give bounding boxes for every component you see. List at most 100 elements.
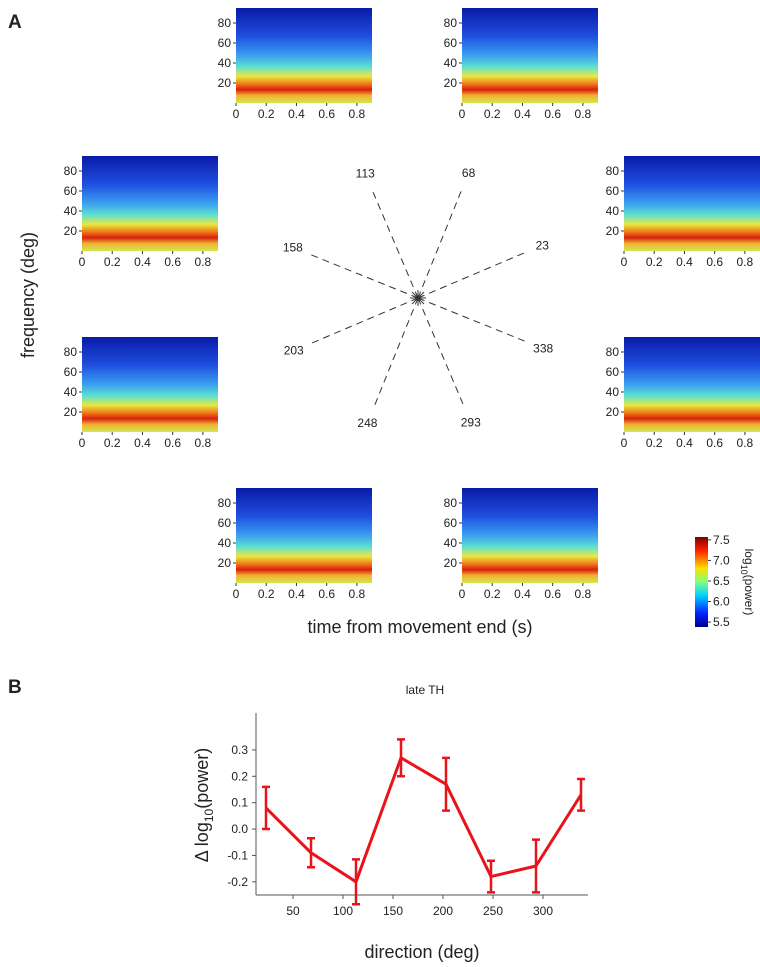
y-tick-label: 20	[218, 76, 232, 90]
x-tick-label: 0.4	[288, 587, 305, 601]
x-tick-label: 0.4	[288, 107, 305, 121]
y-label-part: (power)	[192, 748, 212, 809]
x-tick-label: 0.8	[737, 436, 754, 450]
y-tick-label: 80	[606, 345, 620, 359]
y-tick-label: 60	[444, 36, 458, 50]
colorbar-label-sub: 10	[739, 565, 749, 575]
x-tick-label: 0	[621, 436, 628, 450]
direction-label: 203	[284, 344, 304, 358]
y-tick-label: 80	[64, 345, 78, 359]
x-tick-label: 0.6	[164, 436, 181, 450]
y-tick-label: 20	[64, 405, 78, 419]
y-tick-label: 60	[64, 365, 78, 379]
colorbar-tick-label: 6.5	[713, 574, 730, 588]
x-tick-label: 0.6	[318, 587, 335, 601]
direction-ray	[417, 297, 530, 344]
spectrogram	[236, 488, 372, 583]
x-tick-label: 0.2	[258, 107, 275, 121]
spectrogram	[624, 156, 760, 251]
x-tick-label: 0	[79, 255, 86, 269]
y-tick-label: 80	[444, 16, 458, 30]
direction-label: 248	[357, 416, 377, 430]
y-tick-label: 0.0	[231, 822, 248, 836]
direction-label: 68	[462, 166, 476, 180]
y-tick-label: 40	[606, 204, 620, 218]
colorbar-label-part: log	[742, 549, 756, 565]
x-tick-label: 0.6	[544, 107, 561, 121]
y-axis-label: frequency (deg)	[18, 232, 38, 358]
y-tick-label: 40	[218, 536, 232, 550]
x-tick-label: 0	[621, 255, 628, 269]
colorbar-tick-label: 7.5	[713, 533, 730, 547]
direction-label: 23	[536, 238, 550, 252]
colorbar-tick-label: 6.0	[713, 595, 730, 609]
series-line	[264, 756, 583, 884]
x-tick-label: 0.6	[706, 255, 723, 269]
x-tick-label: 0	[459, 107, 466, 121]
y-tick-label: 60	[64, 184, 78, 198]
direction-ray	[417, 250, 529, 299]
y-tick-label: 60	[606, 184, 620, 198]
x-tick-label: 100	[333, 904, 353, 918]
panel-label: A	[8, 12, 22, 33]
y-tick-label: 40	[606, 385, 620, 399]
colorbar-tick-label: 7.0	[713, 553, 730, 567]
y-tick-label: 40	[444, 56, 458, 70]
error-bar	[397, 738, 405, 778]
x-tick-label: 0.6	[544, 587, 561, 601]
y-tick-label: 20	[64, 224, 78, 238]
x-tick-label: 0.2	[484, 107, 501, 121]
x-tick-label: 0.8	[195, 436, 212, 450]
colorbar-tick-label: 5.5	[713, 615, 730, 629]
y-tick-label: 80	[218, 16, 232, 30]
colorbar-label: log10(power)	[739, 549, 756, 616]
x-tick-label: 0.4	[514, 107, 531, 121]
direction-label: 113	[356, 167, 375, 181]
direction-ray	[306, 252, 419, 299]
y-tick-label: -0.1	[227, 848, 248, 862]
x-axis-label: time from movement end (s)	[307, 617, 532, 637]
y-tick-label: 80	[444, 496, 458, 510]
y-tick-label: 80	[606, 164, 620, 178]
x-tick-label: 300	[533, 904, 553, 918]
direction-ray	[417, 186, 464, 299]
error-bar	[307, 837, 315, 869]
direction-ray	[307, 297, 419, 346]
x-tick-label: 0.4	[676, 255, 693, 269]
y-tick-label: 60	[444, 516, 458, 530]
x-tick-label: 0.8	[575, 587, 592, 601]
x-tick-label: 0.8	[349, 587, 366, 601]
x-tick-label: 50	[286, 904, 300, 918]
direction-ray	[417, 297, 466, 409]
y-tick-label: 60	[218, 516, 232, 530]
spectrogram	[82, 337, 218, 432]
y-tick-label: 20	[444, 556, 458, 570]
spectrogram	[462, 488, 598, 583]
x-tick-label: 0.6	[318, 107, 335, 121]
x-tick-label: 0	[79, 436, 86, 450]
x-tick-label: 0.4	[676, 436, 693, 450]
y-tick-label: 40	[64, 385, 78, 399]
x-tick-label: 0.2	[104, 255, 121, 269]
x-tick-label: 0.8	[575, 107, 592, 121]
x-axis-label: direction (deg)	[364, 942, 479, 962]
x-tick-label: 0.2	[646, 255, 663, 269]
y-tick-label: 0.3	[231, 743, 248, 757]
colorbar	[695, 537, 708, 627]
y-tick-label: 20	[218, 556, 232, 570]
panel-label: B	[8, 677, 22, 698]
y-tick-label: 80	[64, 164, 78, 178]
x-tick-label: 0	[233, 587, 240, 601]
y-tick-label: -0.2	[227, 875, 248, 889]
spectrogram	[82, 156, 218, 251]
error-bar	[262, 785, 270, 831]
y-tick-label: 20	[606, 224, 620, 238]
y-tick-label: 40	[64, 204, 78, 218]
x-tick-label: 0.2	[104, 436, 121, 450]
direction-label: 338	[533, 342, 553, 356]
y-tick-label: 0.2	[231, 769, 248, 783]
spectrogram	[462, 8, 598, 103]
x-tick-label: 0	[459, 587, 466, 601]
direction-ray	[370, 187, 419, 299]
